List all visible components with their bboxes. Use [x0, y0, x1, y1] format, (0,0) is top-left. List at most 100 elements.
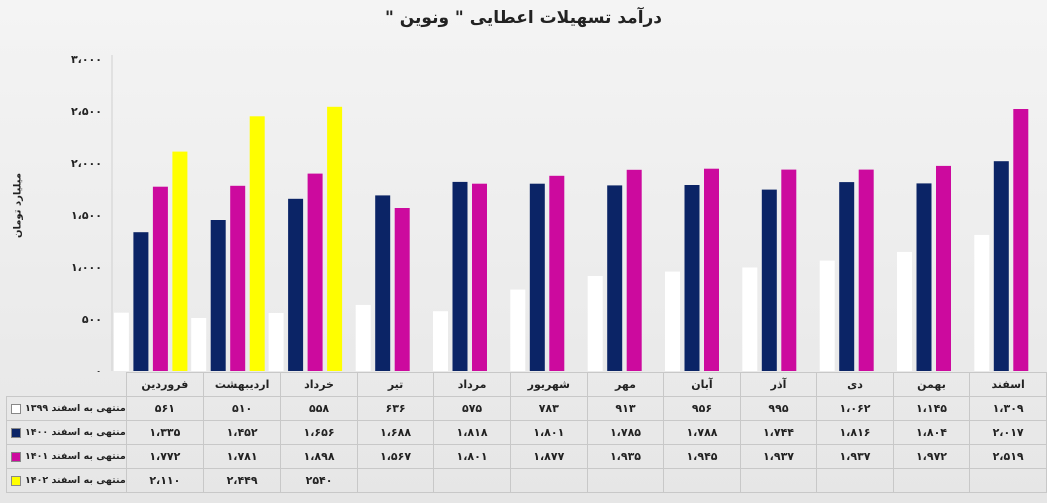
series-name: منتهی به اسفند ۱۴۰۲: [25, 475, 126, 486]
data-label: ۲،۵۱۹: [969, 444, 1047, 469]
data-label: ۹۹۵: [739, 396, 818, 421]
data-label: [892, 468, 971, 493]
bar-series-3-12: [1013, 109, 1029, 371]
bar-series-4-1: [172, 151, 188, 371]
data-label: [663, 468, 741, 493]
bar-series-2-11: [916, 183, 932, 371]
bar-series-3-7: [626, 169, 642, 371]
bar-series-3-5: [472, 183, 487, 371]
category-label: اردیبهشت: [202, 372, 282, 397]
bar-series-1-8: [665, 271, 680, 371]
bar-series-3-3: [307, 173, 323, 371]
table-row: منتهی به اسفند ۱۳۹۹ ۵۶۱ ۵۱۰ ۵۵۸ ۶۳۶ ۵۷۵ ۷۸۳ ۹۱۳…: [6, 396, 1047, 421]
data-label: ۱،۵۶۷: [356, 444, 435, 469]
bar-series-1-4: [355, 304, 371, 371]
legend-key-swatch: [11, 451, 21, 462]
data-label: ۱،۸۷۷: [509, 444, 588, 469]
data-label: [356, 468, 435, 493]
data-label: ۵۵۸: [280, 396, 358, 421]
series-name: منتهی به اسفند ۱۴۰۱: [25, 451, 126, 462]
data-label: ۲۵۴۰: [280, 468, 358, 493]
table-row: منتهی به اسفند ۱۴۰۱ ۱،۷۷۲ ۱،۷۸۱ ۱،۸۹۸ ۱،۵۶۷ ۱…: [6, 444, 1047, 469]
data-label: [509, 468, 588, 493]
data-label: ۱،۷۸۱: [202, 444, 282, 469]
chart-title: درآمد تسهیلات اعطایی " ونوین ": [384, 8, 663, 28]
data-label: [739, 468, 818, 493]
data-label: ۱،۷۸۸: [663, 420, 741, 445]
data-label: [816, 468, 894, 493]
table-row: منتهی به اسفند ۱۴۰۰ ۱،۳۳۵ ۱،۴۵۲ ۱،۶۵۶ ۱،۶۸۸ ۱…: [6, 420, 1047, 445]
data-label: ۱،۸۰۱: [433, 444, 511, 469]
bar-series-1-6: [510, 289, 526, 371]
bar-series-2-3: [288, 198, 304, 371]
category-label: اسفند: [969, 372, 1047, 397]
bar-series-2-12: [993, 161, 1009, 371]
legend-key-swatch: [11, 427, 21, 438]
table-corner: [7, 373, 127, 397]
bar-series-2-4: [375, 195, 391, 371]
bar-chart: ۳،۰۰۰ ۲،۵۰۰ ۲،۰۰۰ ۱،۵۰۰ ۱،۰۰۰ ۵۰۰ ۰: [71, 53, 1029, 372]
data-label: ۲،۴۴۹: [202, 468, 282, 493]
data-label: ۱،۷۷۲: [125, 444, 204, 469]
category-label: بهمن: [892, 372, 971, 397]
category-label: آبان: [663, 372, 741, 397]
bar-series-2-6: [529, 183, 545, 371]
bar-series-3-4: [394, 208, 410, 371]
data-label: [433, 468, 511, 493]
data-label: ۱،۱۴۵: [892, 396, 971, 421]
bar-series-2-7: [607, 185, 623, 371]
bar-series-1-9: [742, 267, 758, 371]
bar-series-1-2: [191, 318, 207, 371]
series-name: منتهی به اسفند ۱۴۰۰: [25, 427, 126, 438]
bar-series-1-11: [897, 251, 912, 371]
y-tick-label: ۱،۵۰۰: [71, 209, 102, 222]
bar-series-4-2: [249, 116, 265, 371]
category-label: شهریور: [509, 372, 588, 397]
bar-series-3-9: [781, 169, 797, 371]
data-label: ۱،۹۴۵: [663, 444, 741, 469]
bar-series-1-5: [433, 311, 448, 371]
bar-series-2-9: [761, 189, 777, 371]
category-label: فروردین: [125, 372, 204, 397]
legend-entry: منتهی به اسفند ۱۴۰۲: [6, 468, 127, 493]
bar-series-1-10: [819, 260, 835, 371]
data-label: ۱،۴۵۲: [202, 420, 282, 445]
bar-series-4-3: [327, 106, 343, 372]
data-label: ۶۳۶: [356, 396, 435, 421]
data-label: ۵۱۰: [202, 396, 282, 421]
data-label: ۱،۳۳۵: [125, 420, 204, 445]
bar-series-2-10: [839, 182, 855, 371]
bar-series-2-5: [452, 181, 468, 371]
data-label: ۱،۸۱۸: [433, 420, 511, 445]
data-label: ۵۷۵: [433, 396, 511, 421]
data-label: ۱،۸۰۱: [509, 420, 588, 445]
y-tick-label: ۱،۰۰۰: [71, 261, 102, 274]
data-label: ۱،۳۰۹: [969, 396, 1047, 421]
y-tick-label: ۳،۰۰۰: [71, 53, 102, 66]
y-tick-label: ۵۰۰: [82, 313, 102, 326]
y-tick-label: ۲،۰۰۰: [71, 157, 102, 170]
data-label: ۷۸۳: [509, 396, 588, 421]
bar-series-1-7: [587, 276, 603, 371]
bar-series-2-8: [684, 185, 700, 371]
bar-series-1-3: [268, 313, 284, 371]
category-label: خرداد: [280, 372, 358, 397]
category-label: دی: [816, 372, 894, 397]
legend-entry: منتهی به اسفند ۱۴۰۰: [6, 420, 127, 445]
bar-series-1-12: [974, 234, 990, 371]
data-label: ۱،۸۹۸: [280, 444, 358, 469]
data-label: ۱،۶۸۸: [356, 420, 435, 445]
data-label: ۵۶۱: [125, 396, 204, 421]
legend-entry: منتهی به اسفند ۱۴۰۱: [6, 444, 127, 469]
data-label: ۹۱۳: [586, 396, 665, 421]
bar-series-2-1: [133, 232, 149, 371]
data-label: ۱،۹۷۲: [892, 444, 971, 469]
bar-series-3-8: [704, 168, 719, 371]
legend-entry: منتهی به اسفند ۱۳۹۹: [6, 396, 127, 421]
bar-series-3-6: [549, 175, 565, 371]
data-label: ۱،۹۳۷: [739, 444, 818, 469]
data-label: ۱،۷۴۴: [739, 420, 818, 445]
category-label: تیر: [356, 372, 435, 397]
legend-key-swatch: [11, 475, 21, 486]
bar-series-3-1: [152, 186, 168, 371]
